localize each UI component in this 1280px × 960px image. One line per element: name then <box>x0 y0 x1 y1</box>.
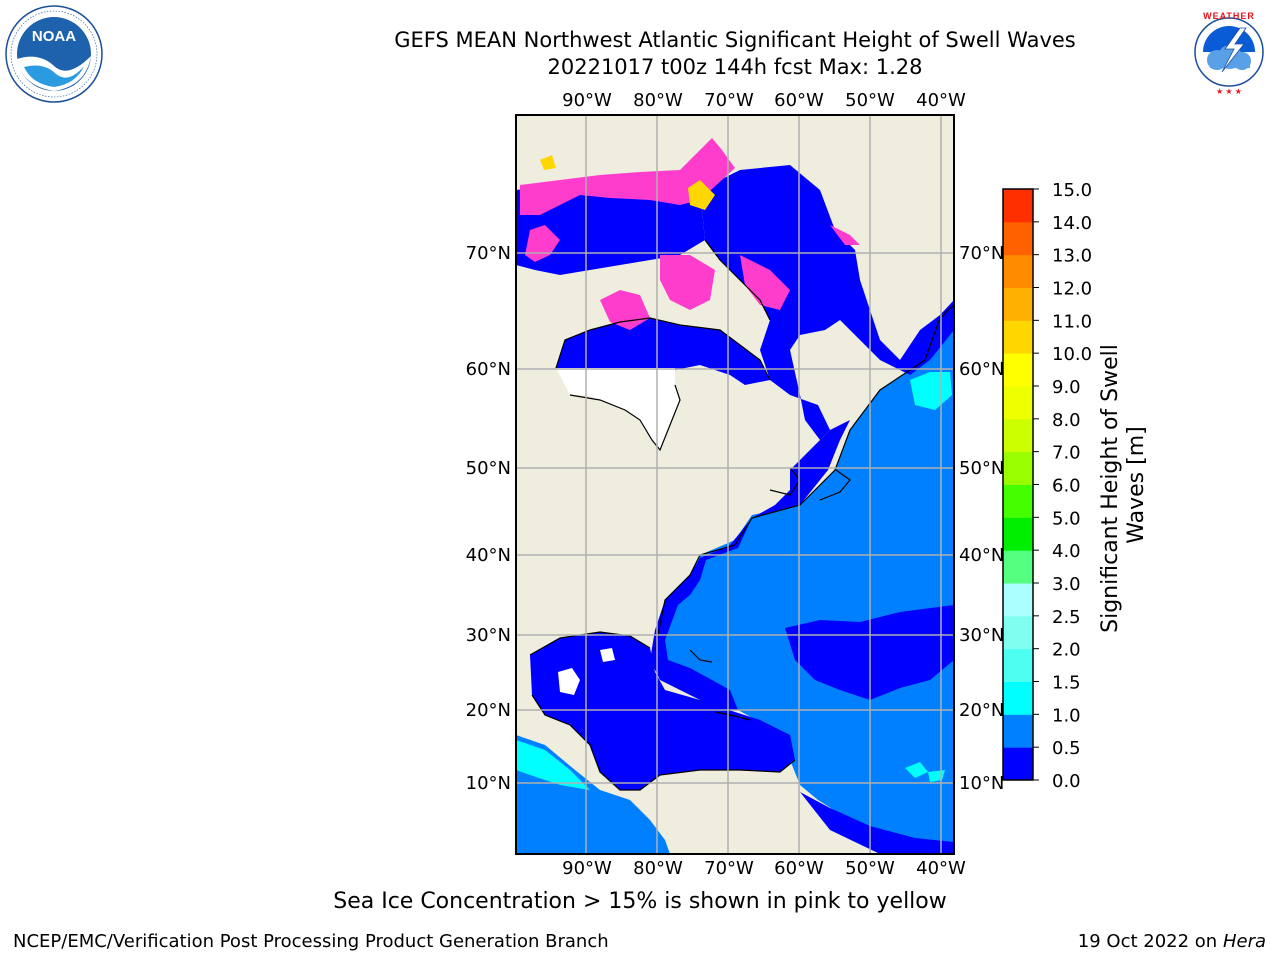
colorbar-segment <box>1003 615 1033 650</box>
lat-labels-left: 70°N 60°N 50°N 40°N 30°N 20°N 10°N <box>466 243 511 794</box>
colorbar-tick-label: 6.0 <box>1052 476 1081 497</box>
hudson-missing-data <box>556 368 680 450</box>
colorbar-tick-label: 9.0 <box>1052 377 1081 398</box>
lon-tick: 70°W <box>704 858 754 879</box>
lon-tick: 80°W <box>633 858 683 879</box>
colorbar-segment <box>1003 320 1033 354</box>
svg-text:WEATHER: WEATHER <box>1203 11 1255 21</box>
lat-tick: 70°N <box>959 243 1004 264</box>
colorbar <box>1003 189 1033 781</box>
colorbar-segment <box>1003 583 1033 617</box>
lon-tick: 50°W <box>845 90 895 111</box>
lon-tick: 40°W <box>916 90 966 111</box>
lat-tick: 30°N <box>466 625 511 646</box>
colorbar-tick-label: 12.0 <box>1052 279 1092 300</box>
colorbar-segment <box>1003 287 1033 321</box>
run-date: 19 Oct 2022 on Hera <box>1077 931 1266 952</box>
colorbar-tick-label: 8.0 <box>1052 410 1081 431</box>
coastlines <box>529 239 954 791</box>
lat-tick: 40°N <box>466 545 511 566</box>
map-frame <box>515 114 955 855</box>
producer-credit: NCEP/EMC/Verification Post Processing Pr… <box>13 931 609 952</box>
lat-tick: 60°N <box>959 359 1004 380</box>
colorbar-tick-label: 7.0 <box>1052 443 1081 464</box>
lon-tick: 40°W <box>916 858 966 879</box>
colorbar-segment <box>1003 714 1033 748</box>
lon-tick: 80°W <box>633 90 683 111</box>
lat-tick: 40°N <box>959 545 1004 566</box>
colorbar-segment <box>1003 747 1033 781</box>
colorbar-tick-label: 1.5 <box>1052 673 1081 694</box>
noaa-logo-icon: NOAA <box>5 5 103 103</box>
colorbar-tick-label: 15.0 <box>1052 180 1092 201</box>
colorbar-segment <box>1003 254 1033 288</box>
colorbar-tick-label: 2.5 <box>1052 607 1081 628</box>
lon-tick: 90°W <box>562 90 612 111</box>
chart-subtitle: 20221017 t00z 144h fcst Max: 1.28 <box>547 55 923 79</box>
colorbar-segment <box>1003 451 1033 485</box>
colorbar-label: Significant Height of Swell Waves [m] <box>1098 337 1149 633</box>
colorbar-segment <box>1003 221 1033 256</box>
ocean-cyan-patch-2 <box>905 762 945 782</box>
lon-tick: 50°W <box>845 858 895 879</box>
colorbar-segment <box>1003 386 1033 420</box>
sea-ice-note: Sea Ice Concentration > 15% is shown in … <box>333 889 947 914</box>
lat-tick: 50°N <box>959 458 1004 479</box>
ocean-mid-swell <box>655 300 954 850</box>
lon-tick: 60°W <box>774 858 824 879</box>
colorbar-tick-label: 4.0 <box>1052 541 1081 562</box>
svg-text:NOAA: NOAA <box>32 28 76 45</box>
colorbar-tick-label: 13.0 <box>1052 246 1092 267</box>
colorbar-segment <box>1003 648 1033 682</box>
colorbar-ticks: 0.0 0.5 1.0 1.5 2.0 2.5 3.0 4.0 5.0 6.0 7.0 8.0 9.0 1… <box>1033 180 1092 792</box>
colorbar-segment <box>1003 353 1033 387</box>
colorbar-tick-label: 10.0 <box>1052 344 1092 365</box>
lat-tick: 20°N <box>959 700 1004 721</box>
lat-tick: 10°N <box>466 773 511 794</box>
colorbar-tick-label: 2.0 <box>1052 640 1081 661</box>
colorbar-frame <box>1002 188 1034 781</box>
graticule <box>516 115 954 854</box>
lat-tick: 60°N <box>466 359 511 380</box>
lon-labels-top: 90°W 80°W 70°W 60°W 50°W 40°W <box>562 90 966 111</box>
lon-tick: 60°W <box>774 90 824 111</box>
lat-tick: 30°N <box>959 625 1004 646</box>
svg-text:★ ★ ★: ★ ★ ★ <box>1216 87 1242 96</box>
lat-tick: 50°N <box>466 458 511 479</box>
lon-labels-bottom: 90°W 80°W 70°W 60°W 50°W 40°W <box>562 858 966 879</box>
sea-ice-pink <box>520 138 735 215</box>
lat-tick: 10°N <box>959 773 1004 794</box>
colorbar-segment <box>1003 189 1033 223</box>
lat-labels-right: 70°N 60°N 50°N 40°N 30°N 20°N 10°N <box>959 243 1004 794</box>
machine-name: Hera <box>1222 931 1266 952</box>
colorbar-segment <box>1003 550 1033 584</box>
sea-ice-yellow <box>540 155 715 210</box>
nws-logo-icon: WEATHER ★ ★ ★ <box>1181 4 1277 100</box>
ocean-pacific-cyan <box>516 740 590 790</box>
chart-title: GEFS MEAN Northwest Atlantic Significant… <box>394 28 1076 52</box>
colorbar-segment <box>1003 681 1033 715</box>
colorbar-tick-label: 1.0 <box>1052 705 1081 726</box>
colorbar-segment <box>1003 484 1033 518</box>
lon-tick: 70°W <box>704 90 754 111</box>
lat-tick: 70°N <box>466 243 511 264</box>
colorbar-tick-label: 5.0 <box>1052 508 1081 529</box>
ocean-low-coastal <box>650 420 850 710</box>
colorbar-segment <box>1003 517 1033 551</box>
colorbar-tick-label: 3.0 <box>1052 574 1081 595</box>
lon-tick: 90°W <box>562 858 612 879</box>
ocean-labrador-baffin <box>700 165 954 440</box>
colorbar-tick-label: 11.0 <box>1052 311 1092 332</box>
sea-ice-pink-2 <box>525 225 860 330</box>
colorbar-tick-label: 14.0 <box>1052 213 1092 234</box>
colorbar-tick-label: 0.0 <box>1052 771 1081 792</box>
lat-tick: 20°N <box>466 700 511 721</box>
colorbar-segment <box>1003 418 1033 453</box>
gulf-missing-data <box>558 648 615 695</box>
map-area <box>516 115 954 854</box>
ocean-low-patch-2 <box>800 792 954 854</box>
colorbar-tick-label: 0.5 <box>1052 738 1081 759</box>
